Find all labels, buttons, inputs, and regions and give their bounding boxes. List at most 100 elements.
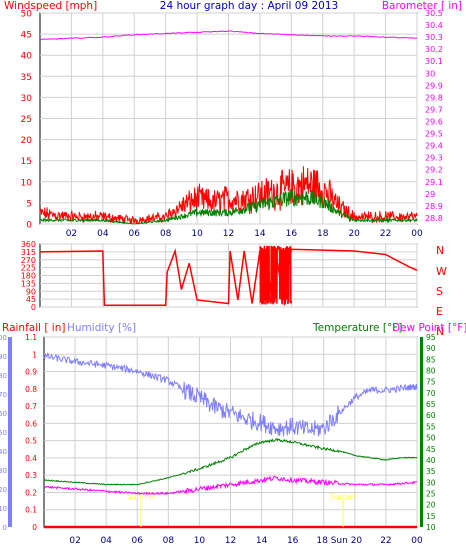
direction-tick-label: 90 [26, 287, 36, 296]
temperature-tick-labels: 10 15 20 25 30 35 40 45 50 55 60 65 70 75 80 85 90 95 [426, 333, 436, 532]
time-tick-label: 06 [129, 229, 141, 239]
wind-direction-variability [259, 245, 293, 307]
rainfall-axis-label: Rainfall [ in] [2, 322, 65, 334]
time-tick-label: 16 [286, 229, 298, 239]
rainfall-tick-label: 0.8 [25, 385, 37, 394]
temperature-axis-bar [420, 337, 423, 527]
windspeed-tick-label: 0 [26, 221, 32, 231]
time-tick-label: 04 [100, 536, 112, 546]
bottom-panel-series [43, 352, 418, 529]
humidity-tick-label: 100 [0, 334, 7, 342]
windspeed-tick-label: 10 [21, 178, 33, 188]
barometer-tick-label: 28.8 [425, 214, 443, 223]
temperature-tick-label: 80 [426, 367, 436, 376]
humidity-tick-label: 20 [0, 486, 7, 494]
direction-tick-label: 225 [21, 264, 36, 273]
temperature-tick-label: 75 [426, 378, 436, 387]
direction-tick-label: 180 [21, 272, 36, 281]
rainfall-tick-label: 0.5 [25, 437, 37, 446]
time-tick-label: 16 [287, 536, 299, 546]
barometer-tick-label: 29.5 [425, 130, 443, 139]
windspeed-axis-label: Windspeed [mph] [4, 0, 97, 12]
barometer-tick-label: 29.6 [425, 118, 443, 127]
barometer-tick-label: 30.4 [425, 21, 443, 30]
time-tick-label: 08 [160, 229, 172, 239]
wind-direction-line [39, 248, 418, 307]
temperature-tick-label: 50 [426, 434, 436, 443]
direction-tick-label: 315 [21, 248, 36, 257]
direction-tick-label: 0 [31, 303, 36, 312]
time-tick-label: 12 [223, 229, 234, 239]
rainfall-tick-label: 1 [32, 350, 37, 359]
time-tick-label: 06 [132, 536, 144, 546]
barometer-axis-label: Barometer [ in] [382, 0, 462, 12]
humidity-tick-label: 30 [0, 467, 7, 475]
average-wind-line [39, 189, 418, 225]
rainfall-tick-label: 0.6 [25, 419, 37, 428]
time-tick-label: 00 [411, 229, 423, 239]
barometer-tick-label: 30.1 [425, 57, 443, 66]
humidity-tick-label: 0 [3, 524, 7, 532]
barometer-tick-label: 29.2 [425, 166, 443, 175]
temperature-axis-label: Temperature [°F] [312, 322, 402, 334]
time-tick-label: 10 [191, 229, 203, 239]
barometer-tick-label: 30.5 [425, 9, 443, 18]
humidity-tick-label: 70 [0, 391, 7, 399]
temperature-tick-label: 45 [426, 445, 436, 454]
barometer-tick-label: 30.2 [425, 45, 443, 54]
humidity-line [43, 352, 418, 437]
compass-label: W [436, 265, 447, 278]
windspeed-tick-label: 25 [21, 115, 32, 125]
humidity-tick-label: 10 [0, 505, 7, 513]
temperature-tick-label: 90 [426, 344, 436, 353]
time-tick-label: 14 [254, 229, 266, 239]
humidity-tick-label: 80 [0, 372, 7, 380]
sunrise-label: Sunrise [127, 492, 155, 501]
rainfall-tick-label: 0 [32, 523, 37, 532]
windspeed-tick-label: 35 [21, 73, 32, 83]
rainfall-tick-labels: 0 0.1 0.2 0.3 0.4 0.5 0.6 0.7 0.8 0.9 1 1.1 [25, 333, 37, 532]
barometer-line [39, 30, 418, 40]
time-tick-label: 08 [163, 536, 175, 546]
time-tick-label: 14 [256, 536, 268, 546]
rainfall-tick-label: 0.3 [25, 471, 37, 480]
barometer-tick-label: 30.3 [425, 33, 443, 42]
rainfall-tick-label: 0.9 [25, 368, 37, 377]
direction-panel-series [39, 245, 418, 307]
direction-tick-label: 135 [21, 279, 36, 288]
temperature-tick-label: 70 [426, 389, 436, 398]
top-time-tick-labels: 02 04 06 08 10 12 14 16 18 20 22 00 [66, 229, 423, 239]
humidity-tick-label: 60 [0, 410, 7, 418]
time-tick-label: 20 [348, 229, 360, 239]
barometer-tick-label: 29 [425, 190, 435, 199]
temperature-tick-label: 55 [426, 422, 436, 431]
barometer-tick-label: 29.9 [425, 81, 443, 90]
temperature-tick-label: 30 [426, 478, 436, 487]
dew-point-line [43, 475, 418, 496]
top-panel-series [39, 30, 418, 225]
rainfall-tick-label: 0.4 [25, 454, 37, 463]
bottom-panel-grid [44, 336, 418, 528]
time-tick-label: 04 [97, 229, 109, 239]
direction-tick-label: 270 [21, 256, 36, 265]
windspeed-tick-label: 5 [26, 199, 32, 209]
temperature-tick-label: 40 [426, 456, 436, 465]
compass-label: N [436, 244, 444, 257]
top-panel-grid [40, 12, 418, 225]
barometer-tick-labels: 28.8 28.9 29 29.1 29.2 29.3 29.4 29.5 29.6 29.7 29… [425, 9, 443, 223]
windspeed-tick-label: 15 [21, 157, 32, 167]
temperature-tick-label: 25 [426, 489, 436, 498]
sunset-label: Sunset [330, 492, 356, 501]
temperature-tick-label: 15 [426, 512, 436, 521]
temperature-tick-label: 35 [426, 467, 436, 476]
barometer-tick-label: 29.7 [425, 105, 443, 114]
barometer-tick-label: 29.1 [425, 178, 443, 187]
time-tick-label: 02 [69, 536, 80, 546]
barometer-tick-label: 28.9 [425, 202, 443, 211]
chart-title: 24 hour graph day : April 09 2013 [160, 0, 338, 12]
barometer-tick-label: 29.3 [425, 154, 443, 163]
